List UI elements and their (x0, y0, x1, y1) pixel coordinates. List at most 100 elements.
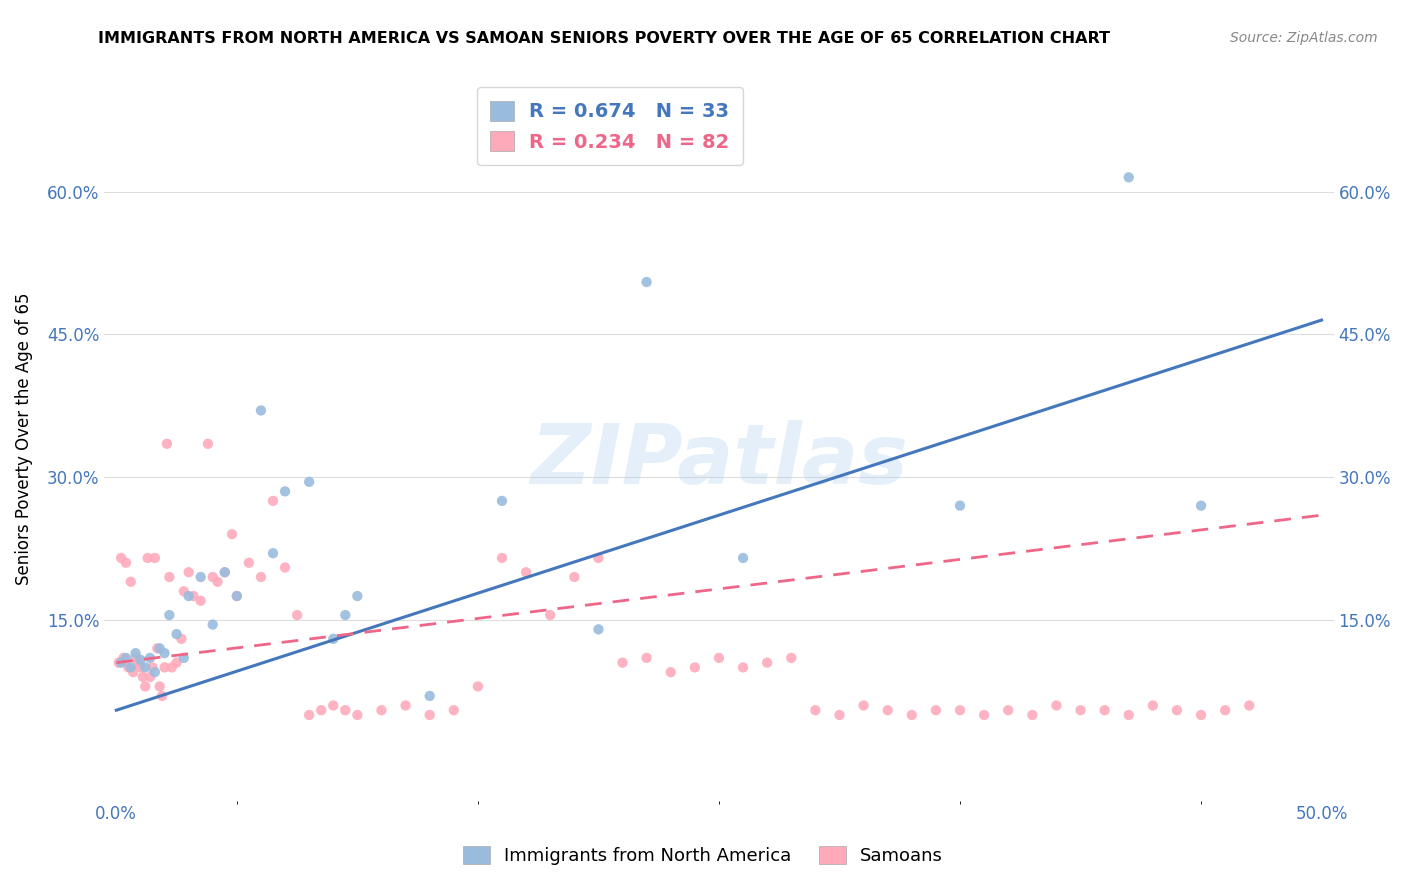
Point (221, 527, 243, 541)
Point (997, 703, 1019, 717)
Point (1118, 708, 1140, 723)
Point (153, 646, 176, 660)
Point (262, 494, 284, 508)
Point (250, 403, 273, 417)
Point (659, 665, 682, 680)
Point (285, 608, 308, 623)
Point (370, 703, 392, 717)
Point (141, 660, 163, 674)
Point (201, 617, 224, 632)
Point (132, 670, 155, 684)
Point (134, 660, 156, 674)
Text: IMMIGRANTS FROM NORTH AMERICA VS SAMOAN SENIORS POVERTY OVER THE AGE OF 65 CORRE: IMMIGRANTS FROM NORTH AMERICA VS SAMOAN … (98, 31, 1111, 46)
Point (166, 656, 188, 670)
Point (127, 656, 149, 670)
Point (110, 551, 132, 566)
Point (157, 570, 180, 584)
Point (515, 566, 537, 580)
Point (419, 689, 441, 703)
Point (1070, 703, 1092, 717)
Point (804, 703, 827, 717)
Legend: Immigrants from North America, Samoans: Immigrants from North America, Samoans (454, 837, 952, 874)
Point (149, 641, 172, 656)
Point (538, 608, 561, 623)
Point (124, 651, 146, 665)
Point (129, 653, 152, 667)
Point (419, 708, 441, 723)
Point (173, 584, 195, 599)
Point (394, 698, 416, 713)
Point (274, 560, 297, 574)
Point (335, 703, 357, 717)
Point (335, 608, 357, 623)
Point (949, 499, 972, 513)
Point (250, 570, 273, 584)
Point (612, 656, 634, 670)
Point (491, 551, 513, 566)
Point (346, 708, 368, 723)
Point (1213, 703, 1236, 717)
Point (262, 546, 284, 560)
Text: ZIPatlas: ZIPatlas (530, 420, 908, 501)
Point (322, 632, 344, 646)
Point (107, 656, 129, 670)
Point (177, 566, 200, 580)
Point (173, 651, 195, 665)
Point (346, 589, 368, 603)
Point (157, 608, 180, 623)
Point (1189, 708, 1212, 723)
Point (828, 708, 851, 723)
Point (309, 703, 332, 717)
Point (238, 556, 260, 570)
Point (636, 275, 658, 289)
Point (683, 660, 706, 674)
Point (136, 551, 159, 566)
Point (183, 589, 205, 603)
Point (146, 641, 169, 656)
Point (112, 651, 135, 665)
Point (117, 660, 139, 674)
Point (150, 689, 173, 703)
Point (322, 698, 344, 713)
Point (214, 566, 236, 580)
Point (190, 570, 212, 584)
Point (139, 651, 162, 665)
Point (134, 680, 156, 694)
Point (1166, 703, 1188, 717)
Point (143, 551, 166, 566)
Point (900, 708, 922, 723)
Point (170, 632, 193, 646)
Point (120, 574, 142, 589)
Point (949, 703, 972, 717)
Point (124, 646, 146, 660)
Point (153, 660, 176, 674)
Point (166, 627, 188, 641)
Point (120, 660, 142, 674)
Point (139, 670, 162, 684)
Point (1021, 708, 1043, 723)
Point (1045, 698, 1067, 713)
Point (588, 623, 610, 637)
Point (1142, 698, 1164, 713)
Point (925, 703, 948, 717)
Point (201, 570, 224, 584)
Point (225, 589, 247, 603)
Point (876, 703, 898, 717)
Point (636, 651, 658, 665)
Point (756, 656, 779, 670)
Point (190, 594, 212, 608)
Point (115, 556, 138, 570)
Point (115, 651, 138, 665)
Point (149, 680, 172, 694)
Point (491, 494, 513, 508)
Point (562, 570, 585, 584)
Point (197, 437, 219, 451)
Point (122, 665, 145, 680)
Point (298, 475, 321, 489)
Point (1189, 499, 1212, 513)
Point (207, 574, 229, 589)
Point (731, 660, 754, 674)
Point (110, 656, 132, 670)
Legend: R = 0.674   N = 33, R = 0.234   N = 82: R = 0.674 N = 33, R = 0.234 N = 82 (477, 87, 742, 165)
Point (160, 660, 183, 674)
